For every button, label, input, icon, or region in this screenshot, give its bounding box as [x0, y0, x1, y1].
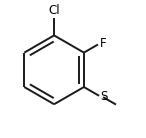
Text: Cl: Cl — [48, 4, 60, 17]
Text: F: F — [100, 37, 106, 50]
Text: S: S — [100, 90, 108, 103]
